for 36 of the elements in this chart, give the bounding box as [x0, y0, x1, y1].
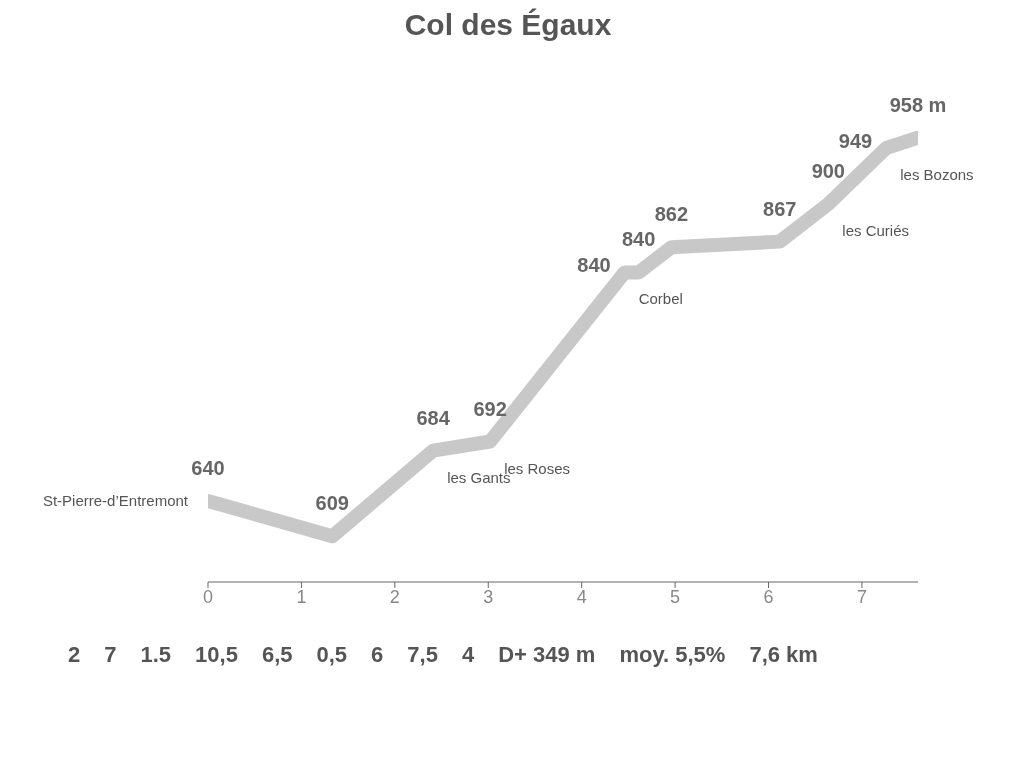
annotation: les Bozons — [900, 165, 974, 183]
text: moy. 5,5% — [619, 642, 726, 668]
data-label: 958 m — [889, 93, 947, 116]
text: 4 — [461, 642, 475, 668]
text: 0,5 — [316, 642, 348, 668]
x-tick-label: 6 — [763, 586, 774, 607]
text: 7 — [104, 642, 117, 668]
x-tick-label: 7 — [856, 586, 867, 607]
text: 6,5 — [261, 642, 293, 668]
text: 7,6 km — [749, 642, 818, 668]
x-tick-label: 3 — [483, 586, 494, 607]
data-label: 609 — [315, 492, 349, 515]
data-label: 684 — [416, 406, 451, 429]
data-label: 867 — [763, 197, 797, 220]
text: 1.5 — [140, 642, 172, 668]
x-tick-label: 5 — [670, 586, 681, 607]
chart-title: Col des Égaux — [403, 8, 613, 42]
annotation: St-Pierre-d’Entremont — [42, 491, 189, 509]
text: D+ 349 m — [498, 642, 596, 668]
x-tick-label: 0 — [202, 586, 214, 607]
data-label: 692 — [473, 397, 507, 420]
data-label: 840 — [577, 254, 611, 277]
data-label: 640 — [191, 456, 225, 479]
data-label: 949 — [838, 129, 873, 152]
data-label: 862 — [654, 203, 689, 226]
text: 10,5 — [195, 642, 238, 668]
annotation: Corbel — [638, 290, 683, 308]
data-label: 900 — [811, 159, 845, 182]
x-tick-label: 4 — [576, 586, 587, 607]
text: 2 — [68, 642, 81, 668]
annotation: les Curiés — [842, 221, 909, 239]
x-tick-label: 2 — [389, 586, 400, 607]
data-label: 840 — [621, 228, 656, 251]
text: 6 — [371, 642, 384, 668]
x-tick-label: 1 — [296, 586, 307, 607]
text: 7,5 — [407, 642, 438, 668]
